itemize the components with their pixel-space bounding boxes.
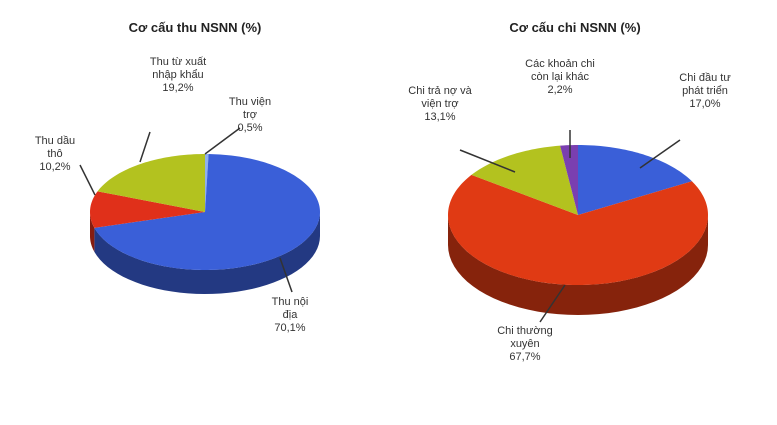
- leader-line: [459, 149, 516, 173]
- slice-label: Chi đầu tư phát triển: [679, 72, 731, 97]
- leader-line: [139, 131, 151, 163]
- pie-slice: [560, 145, 578, 215]
- pie-slice: [205, 154, 209, 212]
- pie: [448, 145, 708, 315]
- value-label: 0,5%: [237, 122, 263, 134]
- pie-slice-side: [94, 212, 320, 294]
- leader-line: [639, 139, 681, 169]
- slice-label: Thu nội địa: [271, 296, 309, 321]
- slice-label: Thu từ xuất nhập khẩu: [149, 56, 207, 81]
- value-label: 13,1%: [424, 111, 456, 123]
- value-label: 19,2%: [162, 82, 194, 94]
- leader-line: [79, 164, 96, 196]
- value-label: 17,0%: [689, 98, 721, 110]
- slice-label: Chi trả nợ và viện trợ: [408, 85, 472, 110]
- chart-title: Cơ cấu thu NSNN (%): [128, 20, 262, 35]
- pie-slice: [90, 191, 205, 228]
- leader-line: [539, 284, 566, 323]
- pie-slice: [471, 145, 578, 215]
- pie-slice-side: [448, 215, 708, 315]
- value-label: 67,7%: [509, 351, 541, 363]
- pie-slice: [94, 154, 320, 270]
- chart-title: Cơ cấu chi NSNN (%): [509, 20, 641, 35]
- pie: [90, 154, 320, 294]
- slice-label: Các khoản chi còn lại khác: [525, 58, 595, 83]
- leader-line: [204, 127, 241, 155]
- value-label: 2,2%: [547, 84, 573, 96]
- pie-slice-side: [90, 212, 95, 252]
- value-label: 10,2%: [39, 161, 71, 173]
- slice-label: Thu viện trợ: [228, 96, 272, 121]
- slice-label: Thu dầu thô: [34, 135, 76, 160]
- slice-label: Chi thường xuyên: [497, 325, 553, 350]
- pie-slice: [448, 174, 708, 285]
- value-label: 70,1%: [274, 322, 306, 334]
- pie-slice: [97, 154, 205, 212]
- pie-slice: [578, 145, 692, 215]
- leader-line: [279, 257, 293, 293]
